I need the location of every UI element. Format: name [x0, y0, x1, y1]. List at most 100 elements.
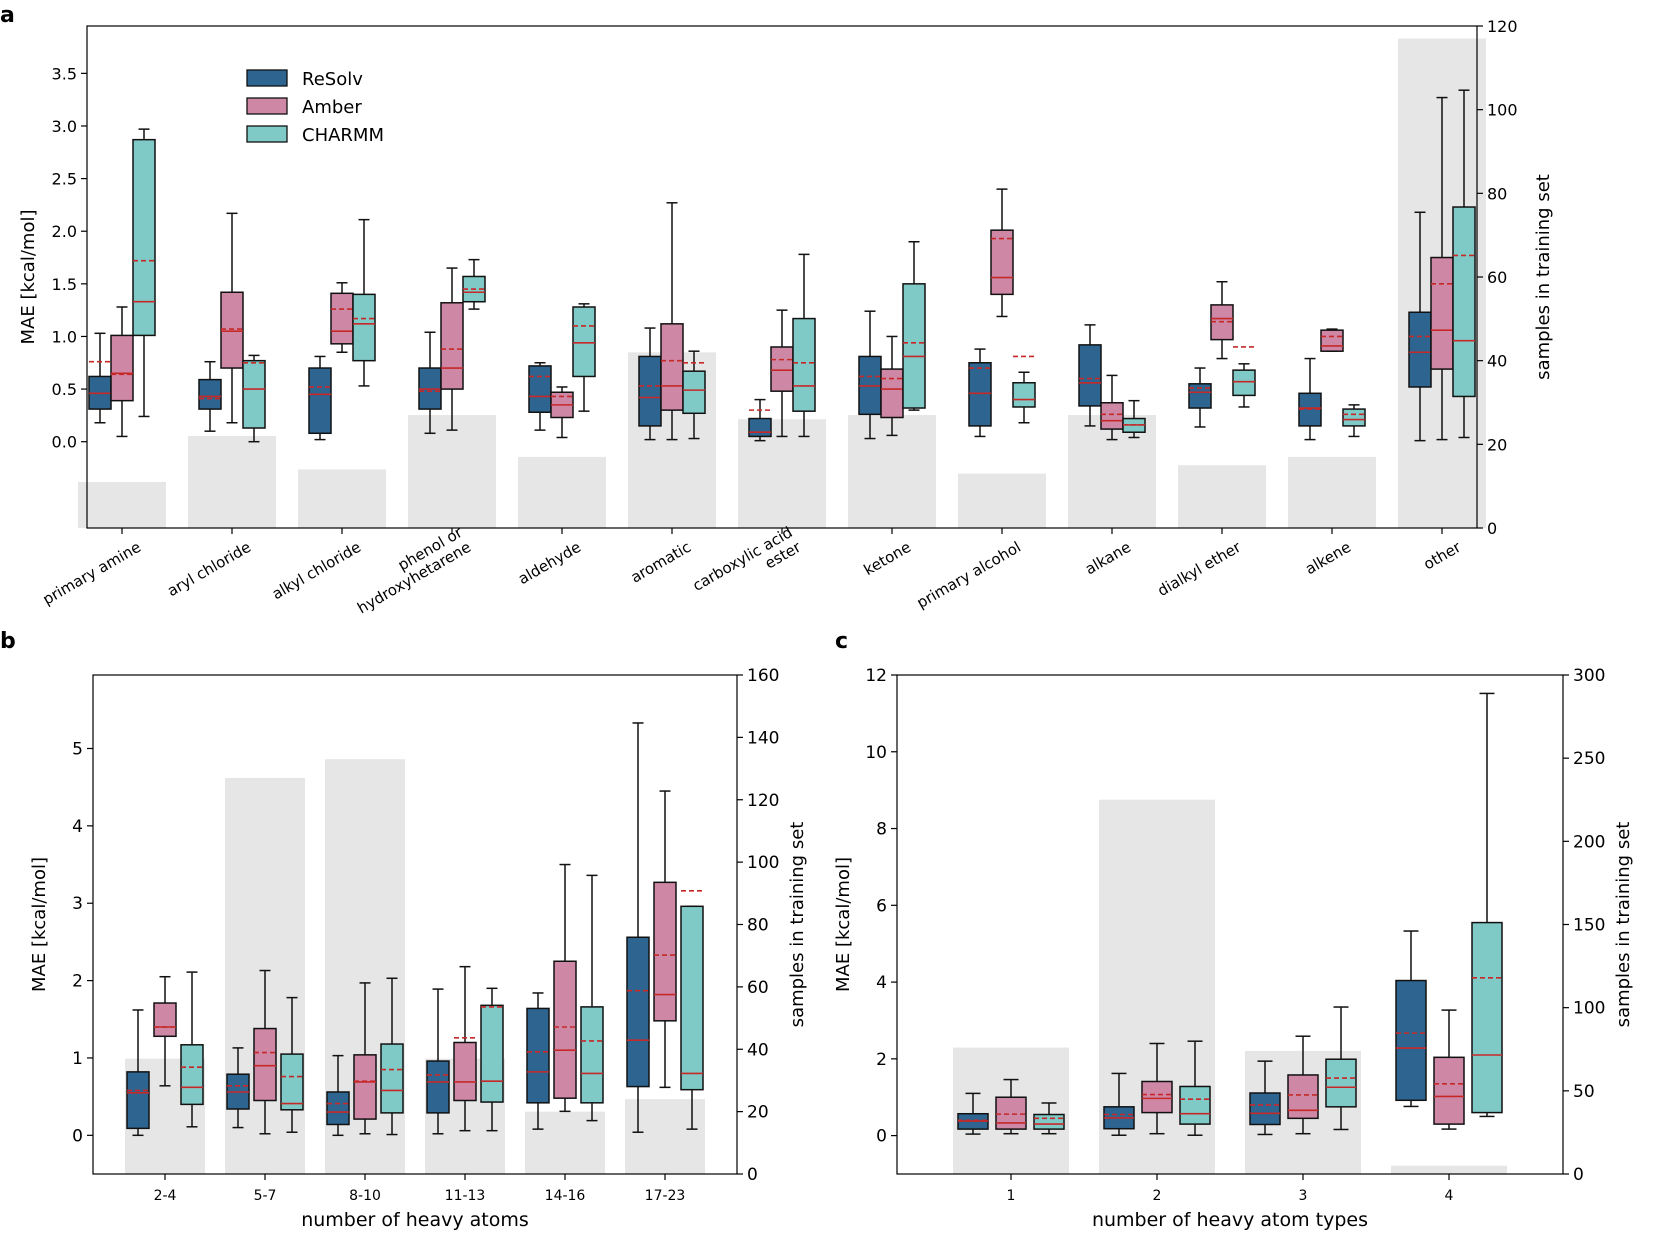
y-tick-label: 5	[72, 739, 83, 759]
y2-tick-label: 40	[1487, 352, 1507, 371]
box-iqr	[440, 302, 464, 390]
box-iqr	[1141, 1080, 1173, 1114]
x-tick-label: primary alcohol	[914, 538, 1024, 612]
box-resolv	[326, 1054, 350, 1137]
box-charmm	[1452, 89, 1476, 439]
box-charmm	[380, 977, 404, 1136]
box-iqr	[526, 1007, 550, 1104]
box-iqr	[748, 417, 772, 438]
x-tick-label: primary amine	[40, 538, 144, 609]
box-iqr	[1452, 206, 1476, 398]
box-iqr	[253, 1027, 277, 1102]
box-charmm	[682, 350, 706, 440]
legend-swatch-resolv	[246, 69, 288, 87]
box-amber	[550, 386, 574, 439]
box-iqr	[792, 317, 816, 412]
box-iqr	[110, 334, 134, 402]
y-axis-label: MAE [kcal/mol]	[18, 210, 39, 345]
y2-tick-label: 250	[1573, 749, 1605, 769]
y2-tick-label: 0	[1487, 519, 1497, 538]
x-tick-label: 5-7	[254, 1188, 277, 1204]
panel-letter-c: c	[835, 629, 848, 654]
box-resolv	[1298, 357, 1322, 441]
box-iqr	[242, 359, 266, 429]
x-tick-label: aromatic	[628, 538, 694, 587]
panel-letter-b: b	[0, 629, 16, 654]
box-charmm	[580, 874, 604, 1122]
x-tick-label-group: alkane	[1082, 538, 1134, 578]
y2-tick-label: 140	[747, 728, 779, 748]
x-tick-label: alkene	[1302, 538, 1354, 578]
y-tick-label: 0	[72, 1126, 83, 1146]
y2-tick-label: 120	[747, 791, 779, 811]
count-bar	[408, 415, 496, 528]
box-iqr	[480, 1004, 504, 1103]
box-charmm	[902, 240, 926, 411]
count-bar	[1288, 456, 1376, 528]
legend-swatch-charmm	[246, 125, 288, 143]
box-amber	[153, 975, 177, 1087]
box-iqr	[902, 283, 926, 409]
legend-label-amber: Amber	[302, 97, 362, 118]
box-iqr	[1430, 256, 1454, 370]
legend-swatch-amber	[246, 97, 288, 115]
box-iqr	[653, 881, 677, 1022]
box-charmm	[572, 303, 596, 412]
box-amber	[553, 863, 577, 1113]
box-iqr	[453, 1041, 477, 1102]
y-axis-label: MAE [kcal/mol]	[833, 857, 854, 992]
box-charmm	[1325, 1006, 1357, 1131]
box-iqr	[1012, 382, 1036, 408]
box-iqr	[968, 362, 992, 427]
y-tick-label: 1	[72, 1049, 83, 1069]
box-iqr	[1232, 369, 1256, 397]
box-iqr	[638, 355, 662, 427]
box-iqr	[352, 293, 376, 362]
box-iqr	[220, 291, 244, 369]
box-iqr	[1433, 1056, 1465, 1125]
legend-label-charmm: CHARMM	[302, 125, 384, 146]
box-resolv	[1249, 1060, 1281, 1136]
y2-tick-label: 100	[1487, 101, 1518, 120]
y-tick-label: 3	[72, 894, 83, 914]
x-tick-label: 1	[1007, 1188, 1016, 1204]
x-tick-label-group: aromatic	[628, 538, 694, 587]
box-charmm	[1012, 355, 1036, 424]
x-tick-label: 2	[1153, 1188, 1162, 1204]
box-iqr	[1078, 344, 1102, 407]
y2-tick-label: 80	[747, 916, 769, 936]
y-tick-label: 0.0	[52, 433, 77, 452]
box-resolv	[198, 360, 222, 432]
box-amber	[453, 965, 477, 1132]
x-tick-label: 3	[1299, 1188, 1308, 1204]
box-amber	[995, 1078, 1027, 1135]
box-amber	[253, 969, 277, 1135]
box-charmm	[180, 971, 204, 1128]
x-tick-label-group: alkene	[1302, 538, 1354, 578]
y2-tick-label: 150	[1573, 916, 1605, 936]
box-resolv	[957, 1092, 989, 1135]
y-tick-label: 6	[876, 896, 887, 916]
box-charmm	[242, 354, 266, 443]
box-iqr	[1395, 979, 1427, 1102]
y2-tick-label: 40	[747, 1040, 769, 1060]
y-tick-label: 3.5	[52, 64, 77, 83]
count-bar	[1178, 465, 1266, 528]
y-tick-label: 4	[72, 817, 83, 837]
count-bar	[298, 469, 386, 528]
x-tick-label: 8-10	[349, 1188, 381, 1204]
y2-axis-label: samples in training set	[1533, 174, 1554, 380]
box-resolv	[638, 327, 662, 441]
box-resolv	[1408, 211, 1432, 442]
box-iqr	[1188, 383, 1212, 409]
box-iqr	[308, 367, 332, 435]
y-tick-label: 0	[876, 1127, 887, 1147]
x-tick-label-group: ketone	[861, 538, 914, 579]
box-iqr	[990, 229, 1014, 296]
box-amber	[1287, 1035, 1319, 1135]
y2-tick-label: 200	[1573, 832, 1605, 852]
x-tick-label-group: aldehyde	[515, 538, 584, 588]
y-tick-label: 1.0	[52, 327, 77, 346]
legend: ReSolv Amber CHARMM	[246, 69, 384, 146]
